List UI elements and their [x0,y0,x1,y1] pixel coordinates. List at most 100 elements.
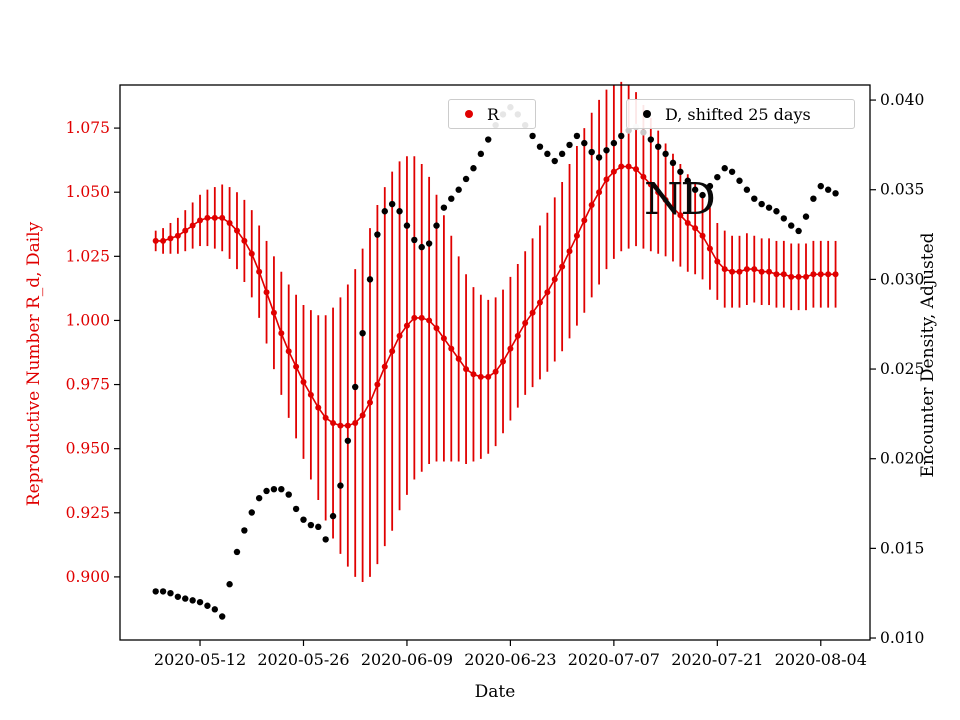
y-axis-label-right: Encounter Density, Adjusted [918,232,938,478]
r-point [522,320,529,327]
r-point [367,399,373,406]
d-point [551,157,558,165]
tick-label-right: 0.020 [880,450,924,468]
r-point [788,273,795,280]
r-point [300,378,307,385]
y-axis-label-left: Reproductive Number R_d, Daily [24,221,44,507]
d-point [448,195,455,202]
tick-label-right: 0.030 [880,270,924,288]
d-point [307,521,315,529]
r-point [514,332,521,339]
d-point [315,523,322,531]
tick-label-left: 1.075 [66,119,110,137]
r-point [337,422,344,429]
d-point [182,595,189,602]
d-point [167,589,174,597]
d-point [788,222,795,229]
r-point [219,214,226,221]
r-point [706,245,713,252]
d-point [204,602,211,609]
d-point [425,240,433,247]
d-point [817,182,824,190]
r-point [278,330,285,337]
d-point [159,588,167,595]
r-point [263,289,270,296]
r-point [174,232,181,239]
d-point [263,487,270,495]
r-point [322,414,329,421]
d-point [529,132,536,140]
tick-label-x: 2020-08-04 [775,650,867,669]
d-point [359,329,366,337]
d-point [773,208,780,215]
r-point [492,368,499,375]
d-point [174,593,182,600]
r-point [500,358,507,365]
d-point [322,536,329,543]
d-point [824,186,832,193]
r-point [197,217,204,224]
tick-label-left: 0.925 [66,504,110,522]
d-point [352,383,359,391]
legend-marker-r-icon [465,110,473,118]
tick-label-x: 2020-05-12 [154,650,246,669]
r-point [581,217,588,224]
d-point [248,509,255,516]
d-point [219,613,226,620]
d-point [810,195,817,202]
legend-label-d: D, shifted 25 days [665,104,811,124]
r-point [721,266,728,273]
d-point [462,175,470,183]
tick-label-left: 1.050 [66,183,110,201]
r-point [256,268,263,275]
d-point [618,132,625,140]
r-point [293,363,300,370]
tick-label-left: 1.000 [66,311,110,329]
r-point [226,219,233,226]
tick-label-right: 0.035 [880,181,924,199]
r-point [448,345,455,352]
tick-label-x: 2020-07-07 [568,650,660,669]
r-point [536,299,543,306]
d-point [418,243,425,251]
d-point [366,276,374,283]
plot-frame [119,84,871,641]
r-point [211,214,218,221]
d-point [196,598,204,606]
r-point [396,332,403,339]
tick-label-left: 0.900 [66,568,110,586]
r-point [566,248,573,255]
r-point [374,381,381,388]
r-point [485,373,492,380]
r-point [610,168,617,175]
r-point [470,371,477,378]
r-point [477,373,484,380]
nd-annotation: ND [644,174,716,225]
r-point [729,268,736,275]
r-point [625,163,632,170]
r-point [573,232,580,239]
r-point [315,404,322,411]
r-point [426,317,433,324]
r-point [389,348,396,355]
d-point [344,437,352,444]
d-point [544,150,551,158]
r-point [596,189,603,196]
r-point [684,219,691,226]
r-point [810,271,817,278]
d-point [211,606,219,613]
d-point [433,222,440,229]
d-point [558,150,566,158]
d-point [189,597,196,604]
r-point [773,271,780,278]
r-point [640,173,647,180]
r-point [825,271,832,278]
r-point [559,263,566,270]
r-point [633,166,640,173]
r-point [418,314,425,321]
d-point [640,129,647,136]
d-point [152,588,159,595]
d-point [588,148,595,156]
